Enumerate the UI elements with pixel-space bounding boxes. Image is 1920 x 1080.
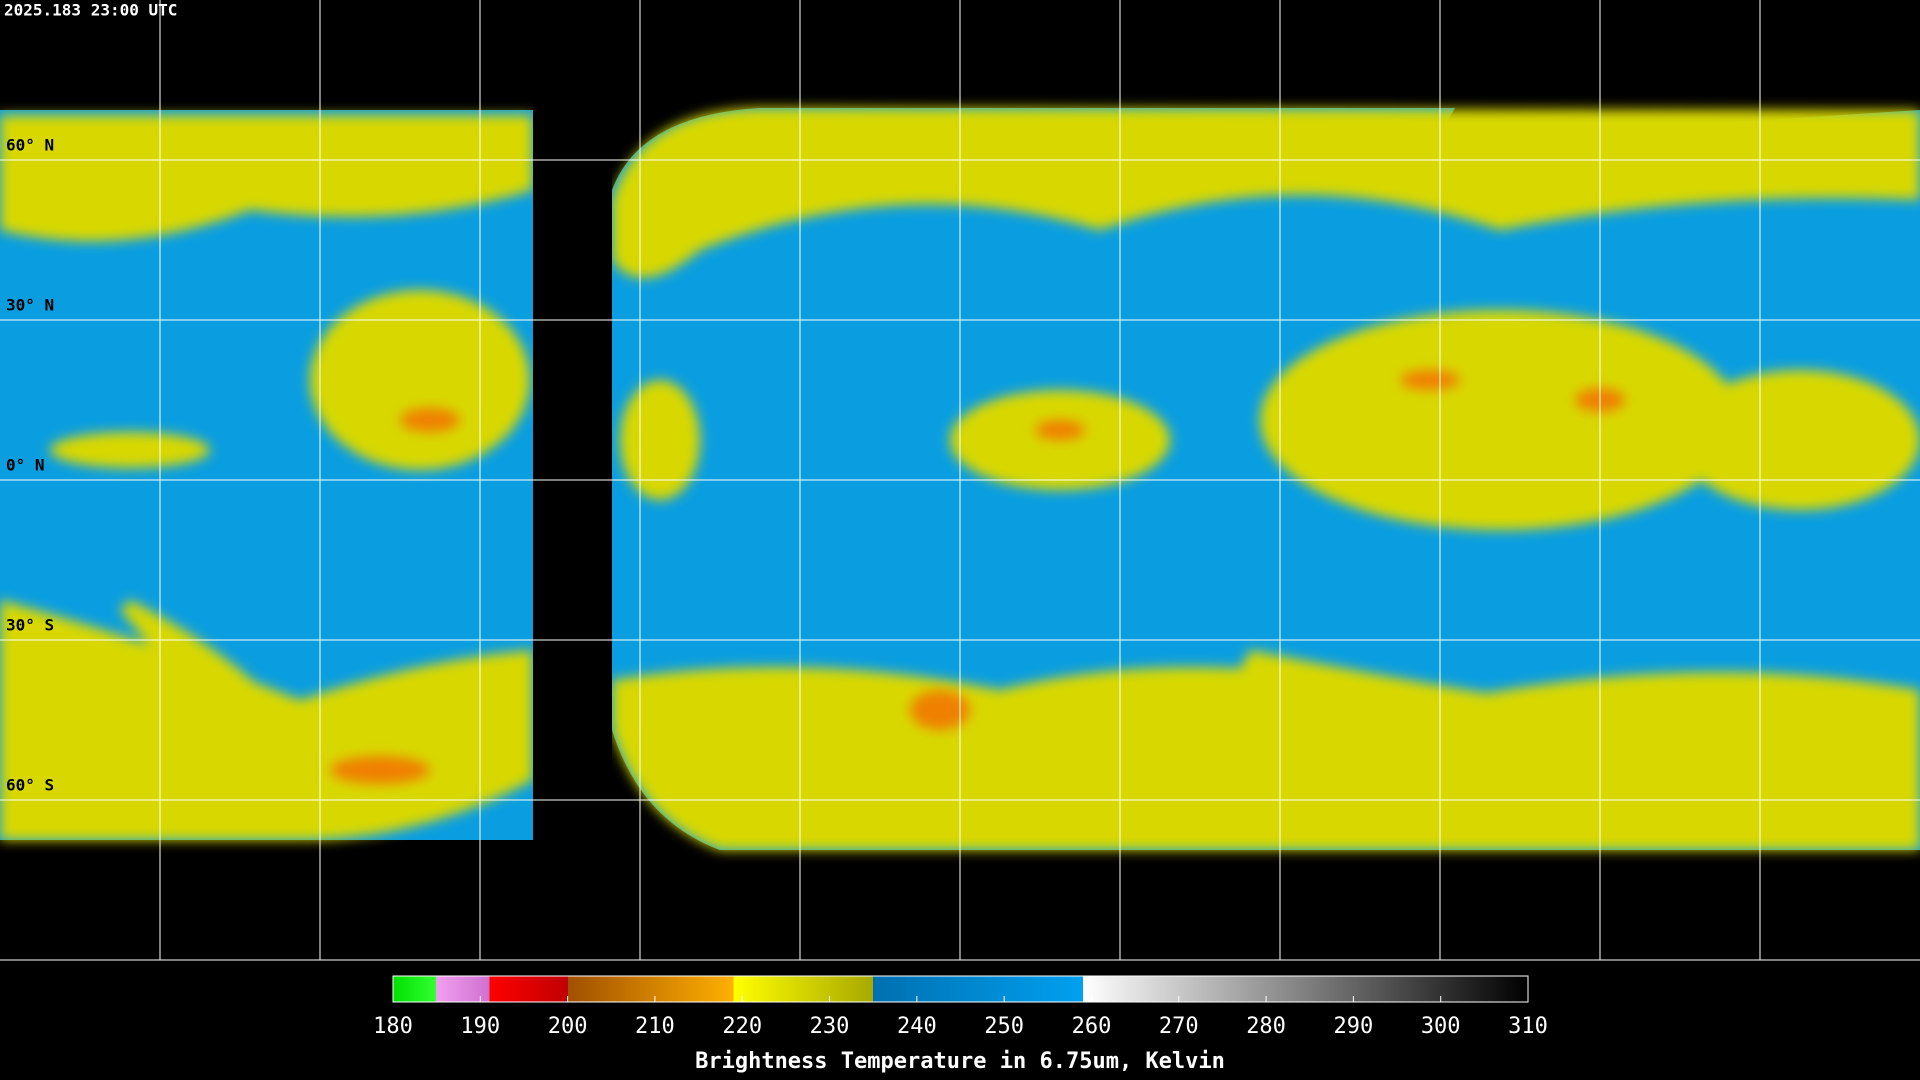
colorbar-tick-label: 220 <box>722 1014 762 1039</box>
latitude-label: 30° S <box>6 616 54 635</box>
latitude-label: 30° N <box>6 296 54 315</box>
colorbar-tick-label: 260 <box>1072 1014 1112 1039</box>
colorbar-tick-label: 180 <box>373 1014 413 1039</box>
colorbar-tick-label: 270 <box>1159 1014 1199 1039</box>
colorbar-tick-label: 200 <box>548 1014 588 1039</box>
colorbar-tick-label: 250 <box>984 1014 1024 1039</box>
colorbar-tick-label: 190 <box>460 1014 500 1039</box>
timestamp: 2025.183 23:00 UTC <box>4 1 177 20</box>
latitude-label: 60° N <box>6 136 54 155</box>
latitude-label: 60° S <box>6 776 54 795</box>
colorbar-tick-label: 230 <box>810 1014 850 1039</box>
colorbar-tick-label: 240 <box>897 1014 937 1039</box>
colorbar-tick-label: 310 <box>1508 1014 1548 1039</box>
colorbar-tick-label: 300 <box>1421 1014 1461 1039</box>
panel-center <box>612 108 1060 850</box>
colorbar-tick-label: 290 <box>1334 1014 1374 1039</box>
colorbar-tick-label: 210 <box>635 1014 675 1039</box>
imagery <box>0 108 1920 850</box>
colorbar <box>392 975 1529 1003</box>
colorbar-tick-label: 280 <box>1246 1014 1286 1039</box>
cold-tops <box>330 370 1625 784</box>
colorbar-title: Brightness Temperature in 6.75um, Kelvin <box>695 1049 1225 1074</box>
latitude-label: 0° N <box>6 456 45 475</box>
